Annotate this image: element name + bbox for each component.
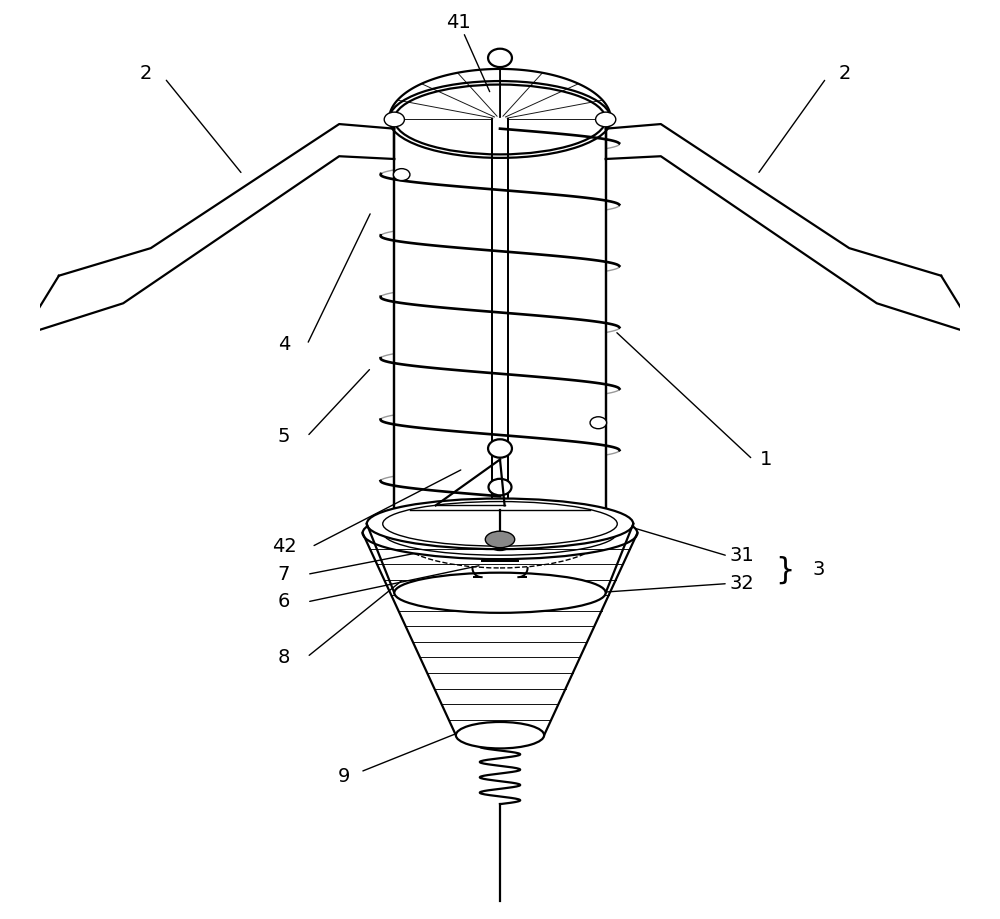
Ellipse shape <box>485 531 515 548</box>
Ellipse shape <box>488 439 512 458</box>
Text: 1: 1 <box>760 450 773 469</box>
Text: 8: 8 <box>278 648 290 666</box>
Ellipse shape <box>363 507 637 559</box>
Text: }: } <box>776 555 795 584</box>
Ellipse shape <box>488 534 512 550</box>
Text: 5: 5 <box>278 427 290 446</box>
Ellipse shape <box>456 722 544 748</box>
Text: 31: 31 <box>730 547 755 565</box>
Text: 6: 6 <box>278 593 290 611</box>
Text: 32: 32 <box>730 574 755 593</box>
Text: 42: 42 <box>272 538 296 556</box>
Text: 9: 9 <box>338 767 350 786</box>
Ellipse shape <box>590 416 607 428</box>
Ellipse shape <box>393 168 410 180</box>
Ellipse shape <box>367 498 633 550</box>
Text: 2: 2 <box>140 64 152 83</box>
Text: 7: 7 <box>278 565 290 584</box>
Polygon shape <box>394 119 606 533</box>
Text: 41: 41 <box>446 14 471 32</box>
Ellipse shape <box>596 112 616 127</box>
Text: 2: 2 <box>838 64 851 83</box>
Text: 4: 4 <box>278 335 290 354</box>
Ellipse shape <box>488 49 512 67</box>
Text: 3: 3 <box>812 561 825 579</box>
Ellipse shape <box>394 573 606 613</box>
Ellipse shape <box>384 112 404 127</box>
Ellipse shape <box>489 479 511 495</box>
